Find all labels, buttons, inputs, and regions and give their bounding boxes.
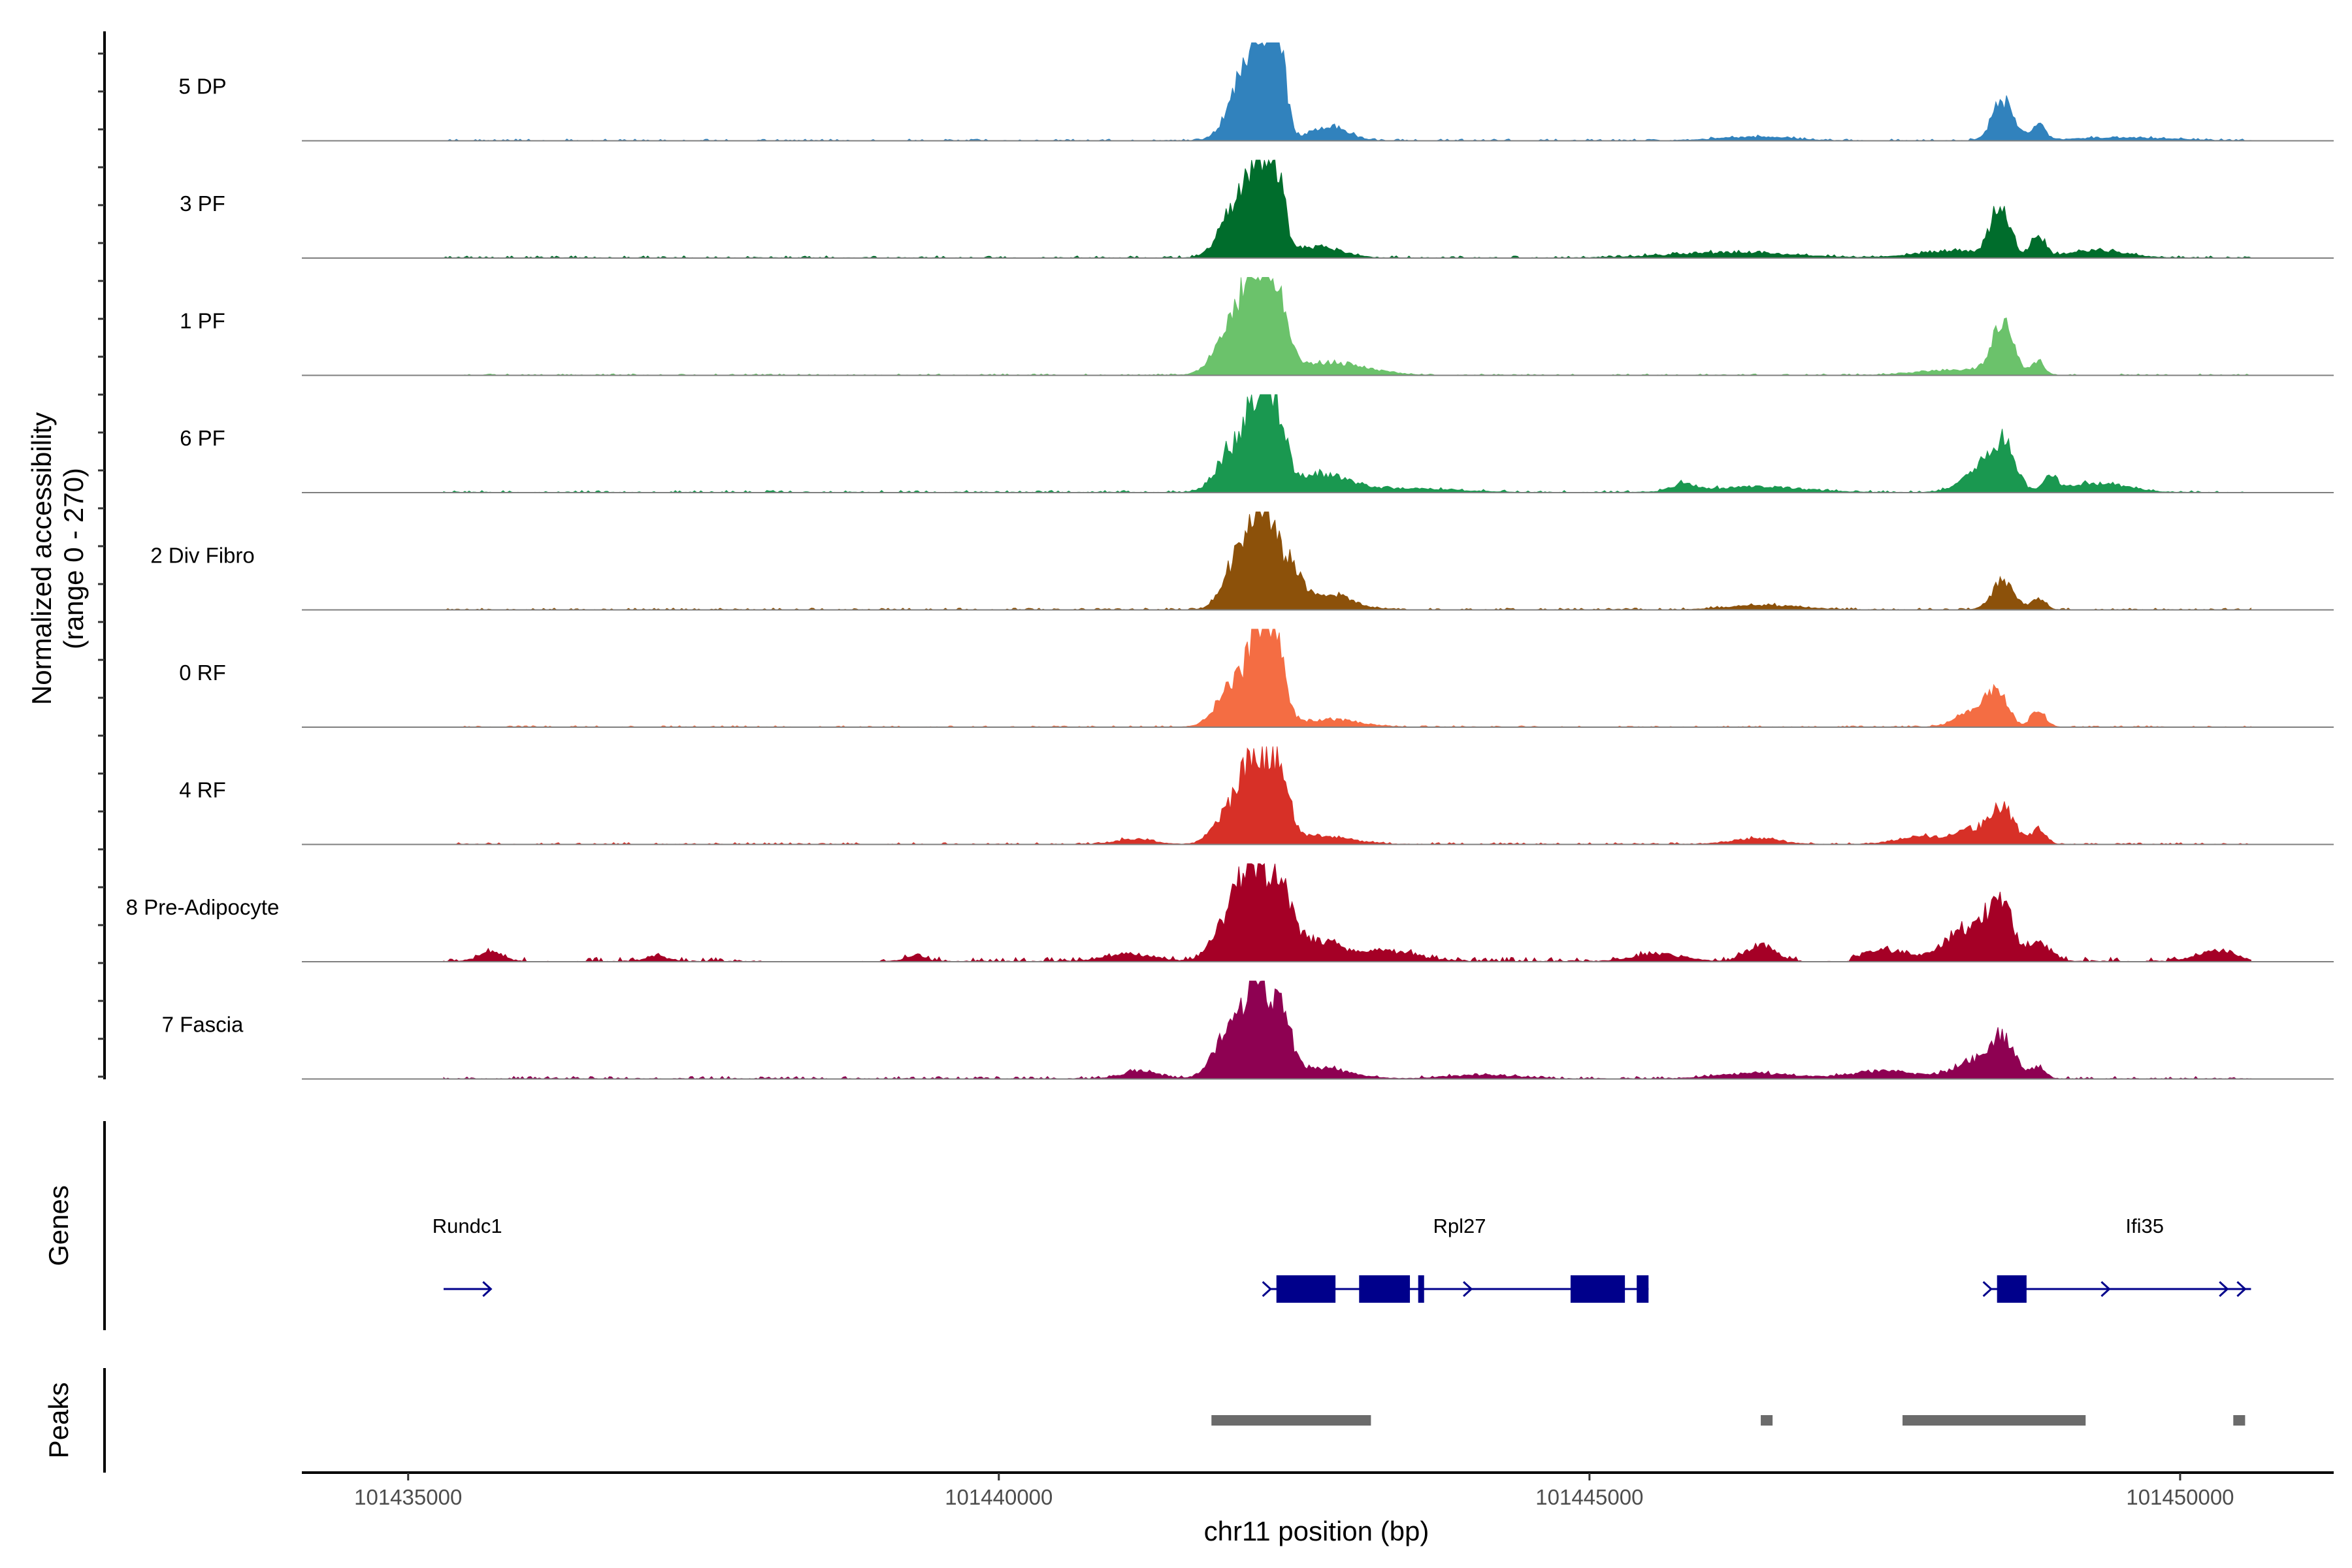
coverage-track: 4 RF — [179, 746, 2334, 845]
track-label: 6 PF — [180, 426, 225, 450]
gene-label: Rundc1 — [433, 1215, 502, 1237]
coverage-tracks: 5 DP 3 PF 1 PF 6 PF 2 Div Fibro 0 RF 4 RF 8 Pre… — [126, 42, 2334, 1080]
track-label: 1 PF — [180, 309, 225, 333]
strand-arrow — [482, 1281, 493, 1298]
x-tick-label: 101435000 — [354, 1485, 462, 1509]
gene-exon — [1997, 1275, 2027, 1303]
gene: Ifi35 — [1982, 1215, 2251, 1303]
coverage-y-ticks — [98, 52, 105, 1078]
peaks-track-label: Peaks — [43, 1382, 74, 1459]
genes-track: Rundc1 Rpl27 Ifi35 — [433, 1215, 2251, 1303]
strand-arrow — [2100, 1281, 2111, 1298]
track-label: 4 RF — [179, 778, 226, 802]
track-label: 5 DP — [178, 74, 226, 99]
x-axis-ticks: 101435000 101440000 101445000 101450000 — [354, 1473, 2234, 1509]
coverage-track: 6 PF — [180, 394, 2334, 493]
coverage-track: 0 RF — [179, 629, 2334, 728]
peak-region — [1761, 1415, 1773, 1426]
gene-exon — [1418, 1275, 1424, 1303]
track-label: 3 PF — [180, 191, 225, 216]
strand-arrow — [1463, 1281, 1473, 1298]
strand-arrow — [1982, 1281, 1993, 1298]
coverage-track: 7 Fascia — [162, 981, 2334, 1080]
peak-region — [1211, 1415, 1371, 1426]
x-tick-label: 101440000 — [945, 1485, 1053, 1509]
x-tick-label: 101450000 — [2126, 1485, 2234, 1509]
gene-exon — [1359, 1275, 1411, 1303]
gene-label: Ifi35 — [2125, 1215, 2164, 1237]
gene: Rpl27 — [1262, 1215, 1649, 1303]
y-axis-title-line1: Normalized accessibility — [26, 412, 57, 705]
x-tick-label: 101445000 — [1535, 1485, 1643, 1509]
track-label: 0 RF — [179, 661, 226, 685]
coverage-track: 2 Div Fibro — [150, 512, 2334, 611]
gene-exon — [1637, 1275, 1649, 1303]
coverage-track: 8 Pre-Adipocyte — [126, 862, 2334, 962]
peak-region — [1903, 1415, 2086, 1426]
strand-arrow — [1262, 1281, 1272, 1298]
strand-arrow — [2236, 1281, 2247, 1298]
gene: Rundc1 — [433, 1215, 502, 1298]
coverage-track: 1 PF — [180, 276, 2334, 376]
track-label: 2 Div Fibro — [150, 544, 255, 568]
gene-exon — [1570, 1275, 1625, 1303]
gene-exon — [1276, 1275, 1336, 1303]
peak-region — [2233, 1415, 2246, 1426]
track-label: 7 Fascia — [162, 1013, 244, 1037]
strand-arrow — [1380, 1281, 1390, 1298]
coverage-track: 5 DP — [178, 42, 2334, 142]
x-axis-title: chr11 position (bp) — [1204, 1516, 1429, 1546]
track-label: 8 Pre-Adipocyte — [126, 895, 280, 919]
y-axis-title-line2: (range 0 - 270) — [58, 468, 89, 649]
coverage-track: 3 PF — [180, 159, 2334, 259]
peaks-track — [1211, 1415, 2246, 1426]
strand-arrow — [2219, 1281, 2229, 1298]
gene-label: Rpl27 — [1433, 1215, 1486, 1237]
genes-track-label: Genes — [43, 1185, 74, 1266]
